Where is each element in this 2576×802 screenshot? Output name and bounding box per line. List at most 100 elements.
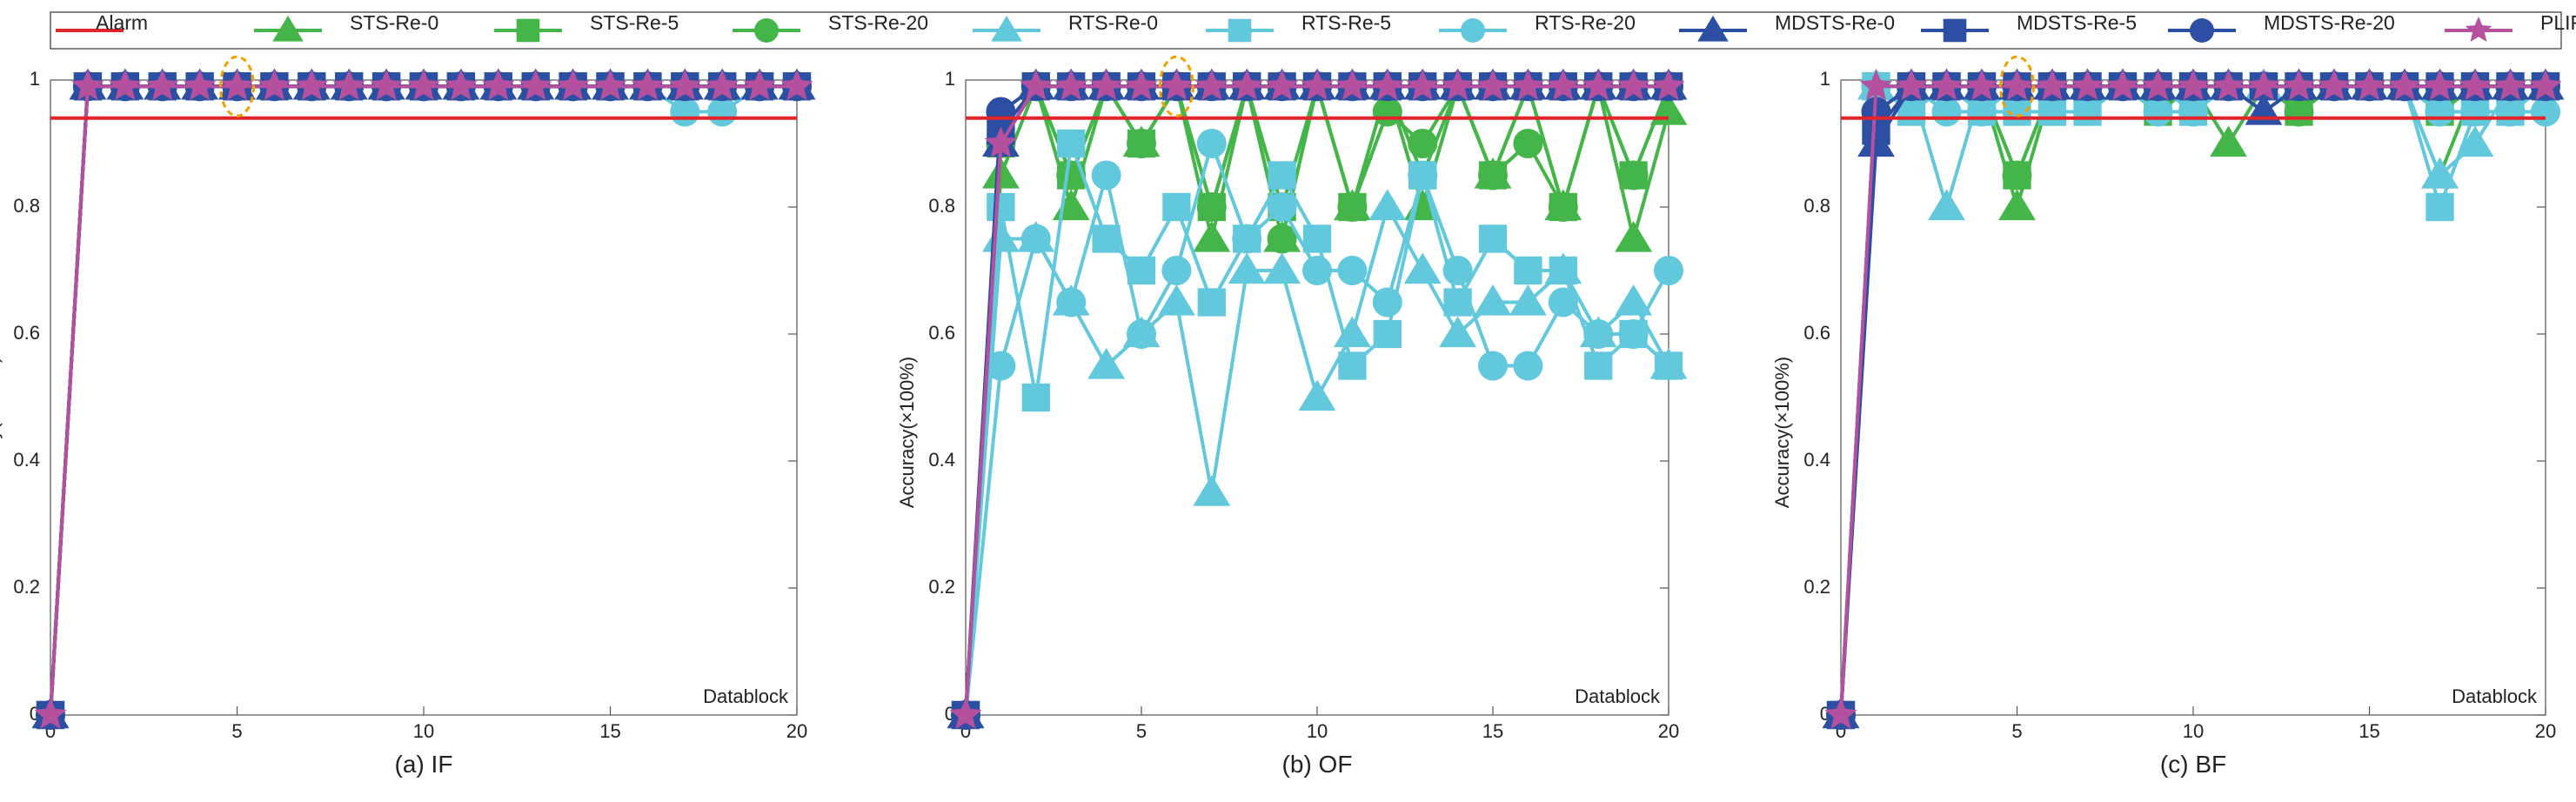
data-point	[1196, 129, 1227, 158]
legend-item-mdsts-re-20: MDSTS-Re-20	[2168, 11, 2395, 43]
highlight-ellipse	[1158, 55, 1194, 117]
data-point	[1091, 160, 1121, 190]
data-point	[1020, 69, 1053, 101]
x-tick-label: 15	[599, 720, 620, 742]
legend-marker-triangle-icon	[1697, 15, 1729, 42]
y-tick-label: 0.8	[1803, 195, 1830, 217]
legend-marker-circle-icon	[754, 18, 779, 43]
data-point	[1513, 351, 1543, 381]
data-point	[1476, 69, 1509, 101]
legend-label: STS-Re-20	[828, 11, 928, 34]
data-point	[332, 69, 365, 101]
data-point	[1161, 256, 1192, 285]
legend-item-rts-re-20: RTS-Re-20	[1439, 11, 1636, 43]
data-point	[706, 69, 739, 101]
data-point	[1618, 319, 1649, 349]
data-point	[1127, 256, 1156, 285]
x-axis-label: Datablock	[703, 685, 789, 707]
x-tick-label: 5	[1136, 720, 1147, 742]
legend-marker-star-icon	[2465, 16, 2492, 43]
data-point	[407, 69, 440, 101]
y-tick-label: 1	[945, 68, 955, 90]
y-tick-label: 0.2	[13, 576, 40, 598]
data-point	[986, 351, 1016, 381]
data-point	[1160, 69, 1193, 101]
series-rts-re-20	[951, 129, 1683, 730]
legend-item-rts-re-5: RTS-Re-5	[1206, 11, 1391, 43]
legend-item-alarm: Alarm	[56, 11, 148, 34]
legend-marker-circle-icon	[1461, 18, 1485, 43]
data-point	[1267, 224, 1297, 254]
data-point	[981, 157, 1020, 189]
data-point	[2388, 69, 2421, 101]
data-point	[2459, 69, 2492, 101]
data-point	[2247, 69, 2280, 101]
data-point	[1439, 316, 1477, 348]
y-tick-label: 0.2	[928, 576, 955, 598]
data-point	[2456, 125, 2494, 157]
data-point	[34, 698, 67, 729]
legend-label: PLIRM	[2540, 11, 2576, 34]
data-point	[2143, 97, 2173, 127]
data-point	[1824, 698, 1857, 729]
y-tick-label: 1	[1820, 68, 1830, 90]
data-point	[1056, 287, 1087, 317]
data-point	[1302, 224, 1332, 253]
x-axis-label: Datablock	[1575, 685, 1661, 707]
data-point	[1582, 69, 1615, 101]
data-point	[1478, 224, 1508, 253]
data-point	[1337, 192, 1368, 222]
x-tick-label: 20	[2535, 720, 2556, 742]
data-point	[1549, 256, 1577, 285]
legend-item-plirm: PLIRM	[2445, 11, 2576, 43]
data-point	[1514, 256, 1542, 285]
data-point	[1511, 69, 1544, 101]
legend-item-sts-re-20: STS-Re-20	[733, 11, 928, 43]
data-point	[1928, 189, 1965, 221]
data-point	[2284, 97, 2314, 127]
data-point	[1267, 192, 1297, 222]
legend-box	[50, 11, 2562, 50]
data-point	[1895, 69, 1928, 101]
y-tick-label: 1	[30, 68, 40, 90]
legend-label: RTS-Re-0	[1068, 11, 1158, 34]
data-point	[670, 97, 700, 127]
data-point	[1967, 97, 1997, 127]
data-point	[987, 192, 1015, 222]
legend-marker-square-icon	[1228, 18, 1252, 43]
legend-label: Alarm	[96, 11, 148, 34]
data-point	[2000, 69, 2034, 101]
x-tick-label: 5	[231, 720, 242, 742]
x-tick-label: 20	[1658, 720, 1679, 742]
data-point	[258, 69, 291, 101]
data-point	[1652, 69, 1685, 101]
data-point	[1090, 69, 1123, 101]
data-point	[2531, 97, 2560, 127]
x-axis-label: Datablock	[2452, 685, 2538, 707]
data-point	[482, 69, 515, 101]
data-point	[1548, 192, 1578, 222]
data-point	[1127, 319, 1156, 349]
legend-label: MDSTS-Re-5	[2017, 11, 2137, 34]
data-point	[184, 69, 217, 101]
data-point	[1548, 287, 1578, 317]
data-point	[668, 69, 701, 101]
data-point	[519, 69, 552, 101]
legend-label: MDSTS-Re-20	[2264, 11, 2395, 34]
data-point	[2423, 69, 2457, 101]
data-point	[1337, 256, 1368, 285]
y-tick-label: 0.4	[13, 449, 40, 471]
x-tick-label: 20	[786, 720, 807, 742]
x-tick-label: 10	[2183, 720, 2204, 742]
data-point	[109, 69, 142, 101]
y-axis-label: Accuracy(×100%)	[0, 357, 3, 508]
data-point	[1406, 69, 1439, 101]
data-point	[1087, 347, 1126, 379]
data-point	[1408, 129, 1438, 158]
data-point	[1372, 287, 1402, 317]
data-point	[2529, 69, 2562, 101]
plot-area	[50, 79, 798, 716]
highlight-ellipse	[219, 55, 255, 117]
data-point	[1127, 129, 1156, 158]
data-point	[986, 97, 1016, 127]
